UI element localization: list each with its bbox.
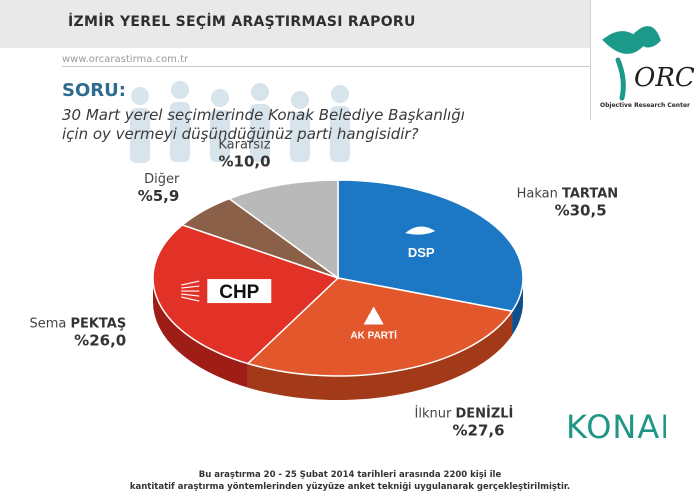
party-logo-3: CHP: [181, 279, 272, 304]
party-logos: DSP AK PARTİ CHP: [181, 226, 436, 341]
pie-slices: [152, 179, 524, 377]
question-line-1: 30 Mart yerel seçimlerinde Konak Belediy…: [62, 106, 465, 124]
report-title: İZMİR YEREL SEÇİM ARAŞTIRMASI RAPORU: [68, 14, 416, 30]
slice-1: [337, 179, 524, 313]
slice-surname-1: TARTAN: [562, 186, 618, 201]
slice-name-4: Diğer: [144, 172, 180, 187]
slice-side-3: [153, 278, 248, 388]
question-label: SORU:: [62, 80, 126, 101]
people-illustration: [130, 81, 350, 163]
question-text: 30 Mart yerel seçimlerinde Konak Belediy…: [62, 106, 465, 144]
slice-value-2: %27,6: [453, 422, 505, 440]
chp-ray: [181, 296, 200, 302]
pie-depth: [153, 278, 523, 400]
slice-2: [246, 277, 514, 377]
slice-labels: Hakan TARTAN%30,5 İlknur DENİZLİ%27,6 Sema…: [29, 138, 618, 440]
slice-value-3: %26,0: [74, 331, 126, 349]
chp-logo-text: CHP: [219, 282, 259, 303]
logo-tagline: Objective Research Center: [600, 102, 690, 109]
footer-line-1: Bu araştırma 20 - 25 Şubat 2014 tarihler…: [198, 470, 502, 480]
chp-logo-box: [207, 279, 272, 304]
slice-side-1: [512, 278, 523, 336]
akparti-logo-text: AK PARTİ: [350, 328, 397, 341]
orc-logo: ORC: [602, 26, 694, 101]
slice-side-2: [247, 311, 513, 400]
chp-ray: [181, 293, 200, 297]
header-band: [0, 0, 590, 48]
orc-logo-icon: [602, 26, 661, 101]
header-divider: [62, 66, 590, 67]
slice-name-2: İlknur DENİZLİ: [415, 406, 514, 422]
logo-divider: [590, 0, 591, 120]
slice-value-4: %5,9: [138, 187, 180, 205]
slice-surname-3: PEKTAŞ: [70, 316, 126, 331]
slice-name-1: Hakan TARTAN: [517, 186, 619, 201]
slice-value-1: %30,5: [555, 201, 607, 219]
website-link[interactable]: www.orcarastirma.com.tr: [62, 54, 189, 65]
slice-name-5: Kararsız: [218, 138, 270, 153]
footer-line-2: kantitatif araştırma yöntemlerinden yüzy…: [129, 482, 571, 492]
bulb-icon-glow: [367, 312, 380, 325]
dsp-logo-text: DSP: [408, 245, 435, 260]
slice-value-5: %10,0: [218, 153, 270, 171]
chp-ray: [181, 280, 200, 286]
question-line-2: için oy vermeyi düşündüğünüz parti hangi…: [62, 125, 419, 143]
dove-icon: [405, 226, 436, 235]
slice-name-3: Sema PEKTAŞ: [29, 316, 126, 331]
konak-brand: KONAK: [566, 408, 666, 446]
party-logo-1: DSP: [405, 226, 436, 260]
orc-logo-text: ORC: [634, 63, 694, 93]
chp-ray: [181, 285, 200, 289]
slice-5: [227, 179, 339, 280]
party-logo-2: AK PARTİ: [350, 306, 397, 341]
konak-brand-text: KONAK: [566, 408, 666, 446]
slice-surname-2: DENİZLİ: [455, 406, 513, 422]
